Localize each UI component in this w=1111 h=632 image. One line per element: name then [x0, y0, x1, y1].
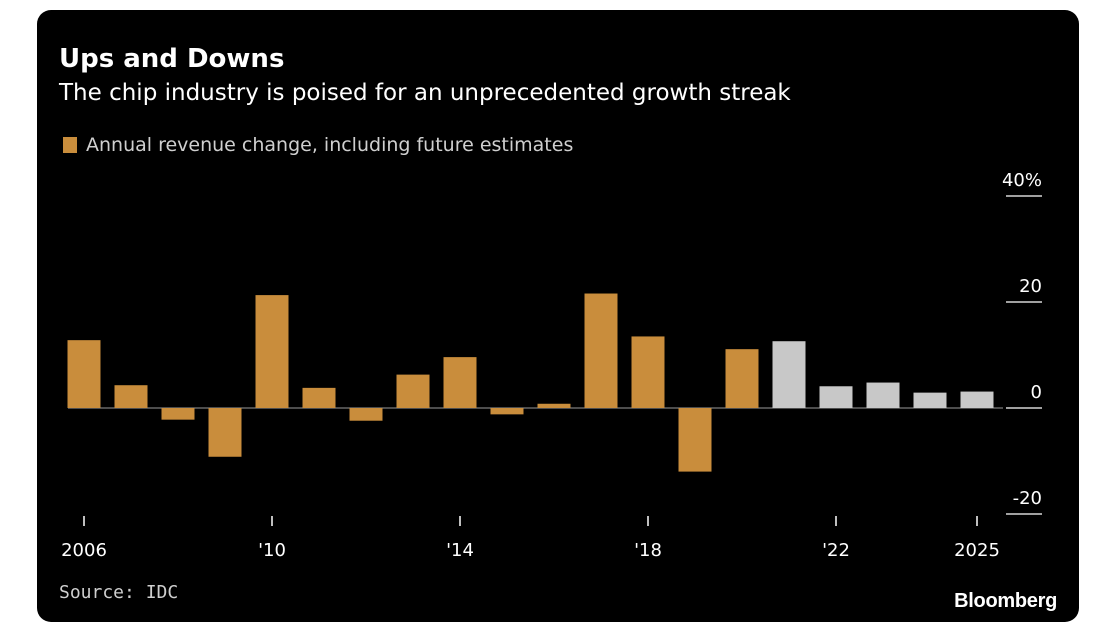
- x-tick-label: '18: [634, 540, 662, 561]
- bar-2019: [678, 408, 712, 472]
- estimate-bar-2023: [866, 382, 900, 408]
- y-tick-label: -20: [1013, 488, 1042, 509]
- chart-card: Ups and Downs The chip industry is poise…: [37, 10, 1079, 622]
- bar-2018: [631, 336, 665, 408]
- bars: [67, 293, 994, 472]
- estimate-bar-2024: [913, 392, 947, 408]
- estimate-bar-2025: [960, 391, 994, 408]
- bar-2016: [537, 403, 571, 408]
- x-tick-label: 2006: [61, 540, 107, 561]
- y-tick-label: 40%: [1002, 170, 1042, 191]
- x-tick-label: '14: [446, 540, 474, 561]
- bar-2020: [725, 349, 759, 408]
- bar-2012: [349, 408, 383, 421]
- estimate-bar-2021: [772, 341, 806, 408]
- y-axis: 40% 20 0 -20: [1002, 170, 1042, 515]
- bar-2007: [114, 385, 148, 408]
- y-tick-label: 20: [1019, 276, 1042, 297]
- legend: Annual revenue change, including future …: [63, 134, 573, 156]
- source-note: Source: IDC: [59, 582, 179, 603]
- bar-2011: [302, 387, 336, 408]
- chart-subtitle: The chip industry is poised for an unpre…: [59, 80, 791, 106]
- bar-2013: [396, 374, 430, 408]
- bar-2010: [255, 295, 289, 408]
- bar-2015: [490, 408, 524, 415]
- bar-2008: [161, 408, 195, 420]
- legend-label: Annual revenue change, including future …: [86, 134, 574, 156]
- bar-2006: [67, 340, 101, 408]
- bar-2014: [443, 357, 477, 408]
- x-tick-label: '22: [822, 540, 850, 561]
- bar-2009: [208, 408, 242, 457]
- bar-2017: [584, 293, 618, 408]
- x-axis: 2006 '10 '14 '18 '22 2025: [61, 516, 1000, 561]
- chart-title: Ups and Downs: [59, 44, 285, 74]
- y-tick-label: 0: [1031, 382, 1042, 403]
- legend-swatch: [63, 137, 77, 153]
- bloomberg-logo: Bloomberg: [954, 590, 1057, 612]
- x-tick-label: '10: [258, 540, 286, 561]
- x-tick-label: 2025: [954, 540, 1000, 561]
- estimate-bar-2022: [819, 386, 853, 408]
